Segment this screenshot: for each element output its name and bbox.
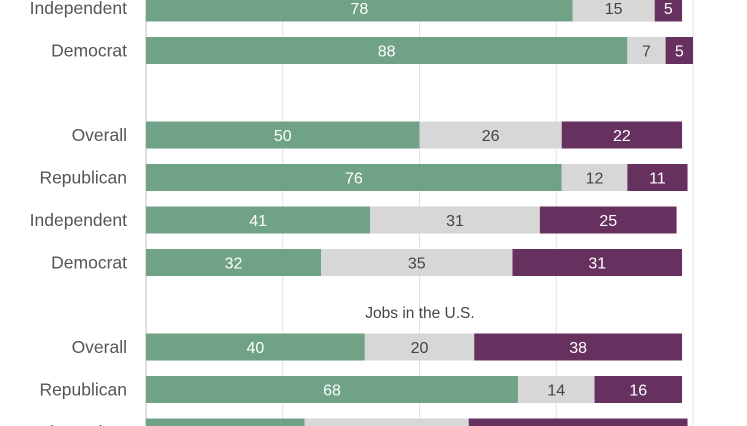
bar-value-label: 68 (323, 383, 341, 400)
bar-segment (370, 206, 540, 234)
row-label: Independent (30, 422, 127, 426)
bar-segment (561, 121, 683, 149)
bar-segment (146, 418, 305, 426)
bar-segment (665, 37, 693, 64)
bar-segment (627, 37, 666, 64)
bar-segment (561, 164, 628, 191)
row-label: Republican (39, 380, 127, 400)
bar-value-label: 32 (225, 256, 243, 273)
bar-segment (539, 206, 677, 234)
bar-value-label: 7 (642, 44, 651, 61)
bars (146, 0, 693, 426)
bar-value-label: 31 (588, 256, 606, 273)
bar-value-label: 76 (345, 171, 363, 188)
bar-value-label: 35 (408, 256, 426, 273)
row-label: Republican (39, 168, 127, 188)
labels: Independent 78 15 5 Democrat 88 7 5 Overall 50 26 2… (30, 0, 684, 426)
bar-segment (146, 0, 573, 22)
bar-value-label: 16 (629, 383, 647, 400)
bar-value-label: 14 (547, 383, 565, 400)
bar-value-label: 41 (249, 213, 267, 230)
bar-segment (419, 121, 562, 149)
bar-segment (146, 164, 562, 191)
bar-value-label: 22 (613, 128, 631, 145)
row-label: Overall (72, 125, 127, 145)
bar-segment (146, 376, 518, 403)
bar-value-label: 50 (274, 128, 292, 145)
bar-value-label: 20 (411, 340, 429, 357)
bar-segment (146, 333, 365, 361)
bar-segment (474, 333, 683, 361)
bar-segment (594, 376, 683, 403)
bar-value-label: 78 (350, 1, 368, 18)
section-title: Jobs in the U.S. (365, 305, 474, 322)
bar-value-label: 40 (247, 340, 265, 357)
row-label: Democrat (51, 253, 127, 273)
bar-segment (146, 249, 322, 276)
bar-value-label: 25 (599, 213, 617, 230)
bar-segment (517, 376, 595, 403)
bar-segment (304, 418, 469, 426)
bar-value-label: 12 (586, 171, 604, 188)
row-label: Independent (30, 0, 127, 18)
row-label: Democrat (51, 41, 127, 61)
bar-segment (468, 418, 688, 426)
bar-segment (321, 249, 513, 276)
bar-segment (364, 333, 475, 361)
bar-segment (512, 249, 683, 276)
bar-value-label: 5 (664, 1, 673, 18)
bar-segment (572, 0, 655, 22)
bar-value-label: 38 (569, 340, 587, 357)
bar-value-label: 5 (675, 44, 684, 61)
bar-value-label: 88 (378, 44, 396, 61)
row-label: Overall (72, 337, 127, 357)
row-label: Independent (30, 210, 127, 230)
bar-value-label: 26 (482, 128, 500, 145)
bar-value-label: 31 (446, 213, 464, 230)
bar-segment (146, 121, 420, 149)
bar-segment (146, 206, 371, 234)
bar-value-label: 15 (605, 1, 623, 18)
bar-segment (654, 0, 683, 22)
bar-segment (627, 164, 688, 191)
bar-segment (146, 37, 628, 64)
bar-value-label: 11 (649, 171, 666, 188)
